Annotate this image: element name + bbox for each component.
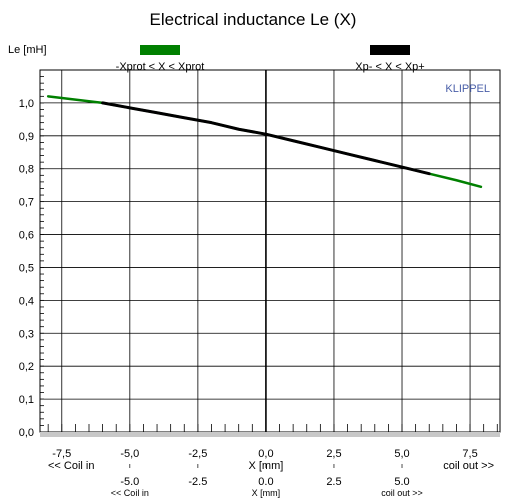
secondary-caption-right: coil out >> (381, 488, 423, 498)
secondary-x-tick-label: 0.0 (258, 476, 273, 488)
series-line-1 (46, 95, 483, 189)
y-tick-label: 0,3 (19, 328, 34, 340)
series-line-2 (101, 101, 431, 176)
y-tick-label: 0,4 (19, 295, 34, 307)
secondary-x-tick-label: -2.5 (188, 476, 207, 488)
legend-label-2: Xp- < X < Xp+ (355, 61, 424, 73)
legend-swatch-2 (370, 45, 410, 55)
y-tick-label: 0,8 (19, 164, 34, 176)
legend-label-1: -Xprot < X < Xprot (116, 61, 205, 73)
secondary-x-tick-label: 5.0 (394, 476, 409, 488)
secondary-x-tick-label: 2.5 (326, 476, 341, 488)
y-axis-label: Le [mH] (8, 44, 47, 56)
chart-title: Electrical inductance Le (X) (150, 10, 357, 29)
grid (40, 70, 500, 432)
y-tick-label: 0,6 (19, 230, 34, 242)
x-tick-label: 0,0 (258, 448, 273, 460)
x-axis-band (40, 432, 500, 437)
y-tick-label: 0,2 (19, 361, 34, 373)
x-caption-right: coil out >> (443, 460, 494, 472)
secondary-caption-center: X [mm] (252, 488, 281, 498)
y-tick-label: 1,0 (19, 98, 34, 110)
brand-label: KLIPPEL (445, 83, 490, 95)
y-tick-label: 0,0 (19, 427, 34, 439)
x-caption-left: << Coil in (48, 460, 94, 472)
x-tick-label: 2,5 (326, 448, 341, 460)
series-layer (46, 95, 483, 189)
y-tick-label: 0,9 (19, 131, 34, 143)
y-tick-label: 0,7 (19, 197, 34, 209)
x-tick-label: -5,0 (120, 448, 139, 460)
x-tick-label: -2,5 (188, 448, 207, 460)
legend-swatch-1 (140, 45, 180, 55)
y-tick-label: 0,5 (19, 262, 34, 274)
axis-layer: 0,0 0,1 0,2 0,3 0,4 0,5 0,6 0,7 0,8 0,9 1,0 -7,5 -5,… (19, 69, 500, 488)
y-tick-label: 0,1 (19, 394, 34, 406)
x-tick-label: 7,5 (462, 448, 477, 460)
x-tick-label: 5,0 (394, 448, 409, 460)
legend: -Xprot < X < Xprot Xp- < X < Xp+ (116, 45, 425, 73)
secondary-caption-left: << Coil in (111, 488, 149, 498)
plot-frame (39, 69, 501, 433)
x-tick-label: -7,5 (52, 448, 71, 460)
x-axis-label: X [mm] (248, 460, 283, 472)
secondary-x-tick-label: -5.0 (120, 476, 139, 488)
